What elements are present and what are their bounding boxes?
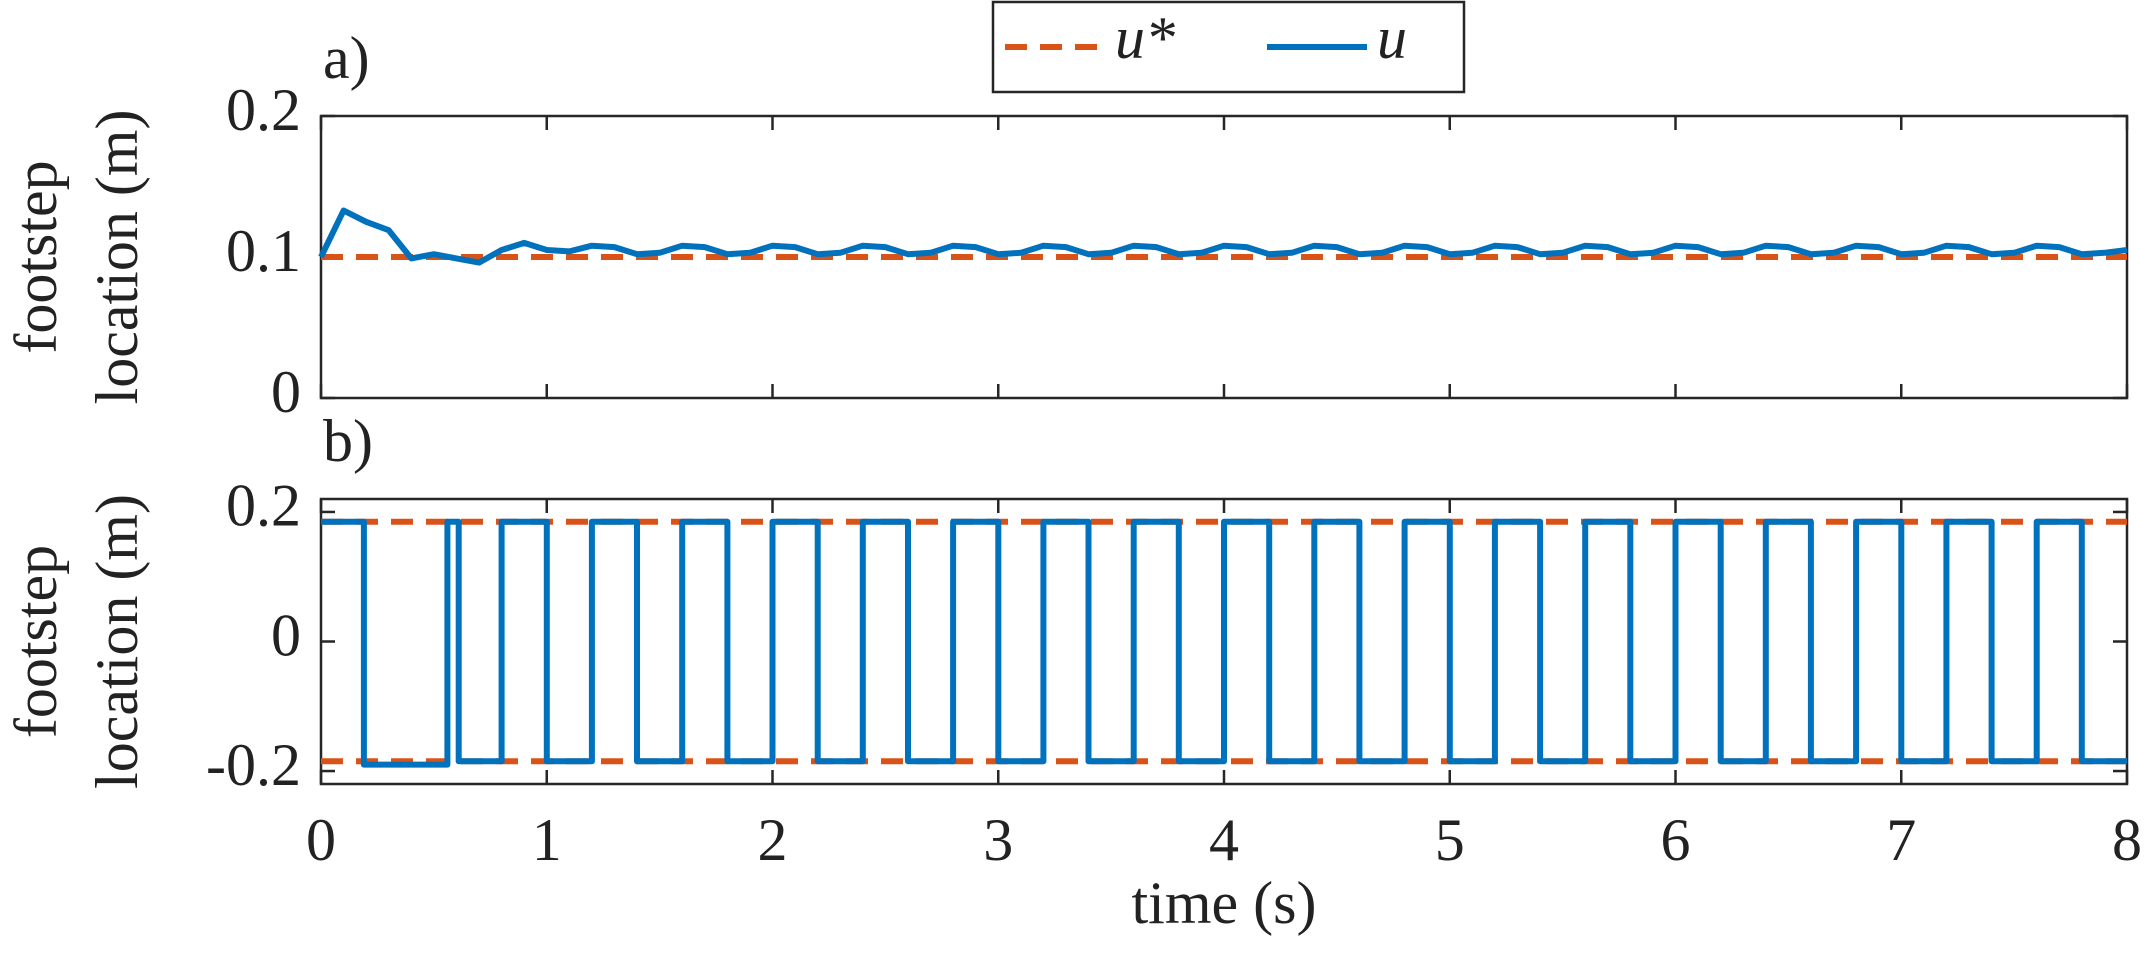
legend-label: u — [1377, 5, 1407, 71]
y-axis-label: location (m) — [84, 110, 150, 405]
y-axis-label: footstep — [3, 160, 69, 353]
x-tick-label: 2 — [758, 807, 788, 873]
series-line — [321, 518, 2127, 768]
y-tick-label: 0.2 — [226, 473, 301, 539]
y-tick-label: 0 — [271, 359, 301, 425]
x-tick-label: 4 — [1209, 807, 1239, 873]
x-tick-label: 7 — [1886, 807, 1916, 873]
legend-box — [991, 0, 1466, 94]
x-tick-label: 5 — [1435, 807, 1465, 873]
panel-label: a) — [323, 25, 370, 91]
y-tick-label: -0.2 — [206, 732, 301, 798]
x-tick-label: 8 — [2112, 807, 2142, 873]
x-tick-label: 3 — [983, 807, 1013, 873]
x-axis-label: time (s) — [1132, 870, 1317, 936]
y-tick-label: 0.2 — [226, 77, 301, 143]
panel-label: b) — [323, 408, 373, 474]
y-axis-label: location (m) — [84, 494, 150, 789]
legend-label: u* — [1115, 5, 1175, 71]
legend: u* u — [991, 0, 1466, 94]
series-line — [318, 207, 2128, 266]
y-tick-label: 0.1 — [226, 218, 301, 284]
x-tick-label: 1 — [532, 807, 562, 873]
axes-box — [319, 114, 2129, 400]
x-tick-label: 6 — [1661, 807, 1691, 873]
x-tick-label: 0 — [306, 807, 336, 873]
y-tick-label: 0 — [271, 602, 301, 668]
y-axis-label: footstep — [3, 545, 69, 738]
